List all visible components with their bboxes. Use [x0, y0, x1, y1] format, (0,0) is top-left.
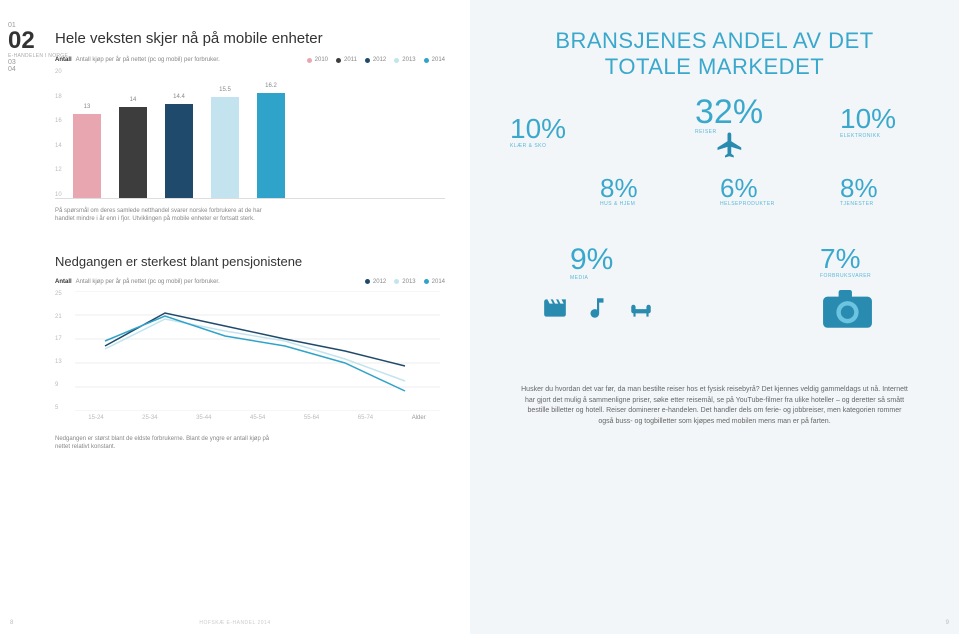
right-title: BRANSJENES ANDEL AV DET TOTALE MARKEDET	[470, 0, 959, 95]
page-headline: Hele veksten skjer nå på mobile enheter	[55, 30, 445, 47]
stat: 6%HELSEPRODUKTER	[720, 175, 775, 207]
stat: 10%KLÆR & SKO	[510, 115, 566, 149]
stat: 10%ELEKTRONIKK	[840, 105, 896, 139]
legend-item: 2011	[336, 57, 357, 63]
chart1-ylabels: 201816141210	[55, 69, 62, 198]
ch-sub: E-HANDELEN I NORGE	[8, 53, 68, 59]
chart1-header: AntallAntall kjøp per år på nettet (pc o…	[55, 57, 445, 63]
stat: 9%MEDIA	[570, 245, 613, 281]
legend-item: 2012	[365, 57, 386, 63]
legend-item: 2013	[394, 279, 415, 285]
page-num-right: 9	[946, 620, 949, 626]
bar: 14.4	[165, 104, 193, 198]
center-foot: HOFSKÆ E-HANDEL 2014	[199, 620, 270, 626]
bar-chart: 201816141210 1314 14.4 15.5 16.2	[55, 69, 445, 199]
chair-icon	[624, 295, 658, 321]
camera-icon	[820, 290, 875, 330]
legend-item: 2014	[424, 279, 445, 285]
chart1-sub: AntallAntall kjøp per år på nettet (pc o…	[55, 57, 220, 63]
stat: 8%HUS & HJEM	[600, 175, 638, 207]
chart2-header: AntallAntall kjøp per år på nettet (pc o…	[55, 279, 445, 285]
line-chart-svg	[55, 291, 445, 411]
chart2-xlabels: 15-2425-3435-4445-5455-6465-74Alder	[55, 415, 445, 421]
right-paragraph: Husker du hvordan det var før, da man be…	[470, 385, 959, 427]
bar: 16.2	[257, 93, 285, 198]
legend-item: 2012	[365, 279, 386, 285]
ch-03: 03	[8, 59, 68, 66]
ch-02: 02	[8, 29, 68, 53]
legend-item: 2010	[307, 57, 328, 63]
chart2-sub: AntallAntall kjøp per år på nettet (pc o…	[55, 279, 220, 285]
subhead: Nedgangen er sterkest blant pensjonisten…	[55, 254, 445, 269]
page-num-left: 8	[10, 620, 13, 626]
music-icon	[584, 295, 610, 321]
chart2-ylabels: 2521171395	[55, 291, 62, 411]
stats-grid: 10%KLÆR & SKO 32%REISER 10%ELEKTRONIKK 8%HU…	[470, 95, 959, 355]
stat: 8%TJENESTER	[840, 175, 878, 207]
right-page: BRANSJENES ANDEL AV DET TOTALE MARKEDET …	[470, 0, 959, 634]
chapter-nav: 01 02 E-HANDELEN I NORGE 03 04	[8, 22, 68, 73]
stat: 7%FORBRUKSVARER	[820, 245, 871, 279]
chart2-legend: 2012 2013 2014	[365, 279, 445, 285]
chart2-footnote: Nedgangen er størst blant de eldste forb…	[55, 435, 275, 452]
left-page: 01 02 E-HANDELEN I NORGE 03 04 Hele veks…	[0, 0, 470, 634]
clapper-icon	[540, 295, 570, 321]
bar: 13	[73, 114, 101, 198]
bar: 14	[119, 107, 147, 198]
chart1-legend: 2010 2011 2012 2013 2014	[307, 57, 445, 63]
bar: 15.5	[211, 97, 239, 198]
media-icons	[540, 295, 658, 321]
stat: 32%REISER	[695, 95, 763, 135]
legend-item: 2014	[424, 57, 445, 63]
legend-item: 2013	[394, 57, 415, 63]
line-chart: 2521171395	[55, 291, 445, 411]
chart1-footnote: På spørsmål om deres samlede netthandel …	[55, 207, 275, 224]
